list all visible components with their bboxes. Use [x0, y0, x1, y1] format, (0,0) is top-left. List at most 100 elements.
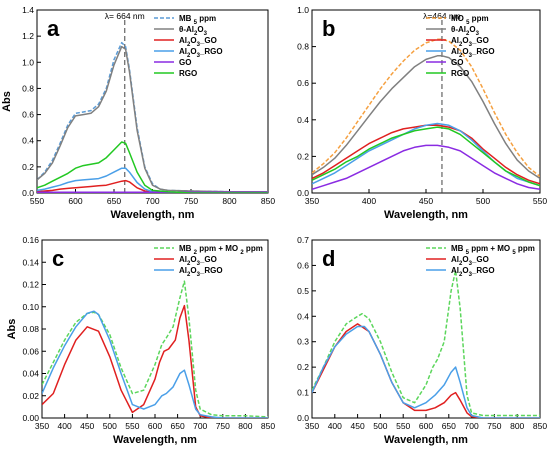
legend-label: GO [451, 58, 463, 67]
y-tick-label: 0.12 [22, 280, 39, 290]
x-tick-label: 850 [261, 421, 275, 431]
panel-letter: a [47, 16, 60, 41]
x-tick-label: 450 [351, 421, 365, 431]
x-tick-label: 350 [35, 421, 49, 431]
x-tick-label: 850 [261, 196, 275, 206]
x-tick-label: 800 [238, 421, 252, 431]
legend-label: Al2O3_RGO [451, 47, 495, 59]
x-tick-label: 400 [362, 196, 376, 206]
x-tick-label: 700 [193, 421, 207, 431]
plot-frame [311, 239, 541, 419]
legend-label: Al2O3_GO [179, 255, 217, 267]
x-axis-label: Wavelength, nm [113, 434, 197, 446]
x-tick-label: 450 [419, 196, 433, 206]
x-axis-label: Wavelength, nm [384, 434, 468, 446]
plot-frame [41, 239, 269, 419]
wavelength-annotation: λ= 664 nm [105, 11, 145, 21]
x-axis-label: Wavelength, nm [384, 209, 468, 221]
y-tick-label: 0.8 [297, 42, 309, 52]
y-tick-label: 1.0 [297, 5, 309, 15]
series-line-0 [312, 269, 540, 417]
legend-label: Al2O3_GO [451, 255, 489, 267]
y-tick-label: 0.0 [22, 188, 34, 198]
series-line-5 [312, 126, 540, 187]
series-line-0 [312, 38, 540, 178]
chart-panel-a: 550 600 650 700 750 800 850 0.0 0.2 0.4 0.6 0.8 1.0 1… [1, 5, 275, 221]
legend-label: RGO [179, 69, 197, 78]
y-tick-label: 1.2 [22, 31, 34, 41]
x-tick-label: 700 [145, 196, 159, 206]
x-tick-label: 550 [396, 421, 410, 431]
series-line-2 [42, 310, 268, 418]
series-line-2 [312, 325, 540, 418]
x-tick-label: 750 [487, 421, 501, 431]
y-tick-label: 0.7 [297, 235, 309, 245]
x-tick-label: 550 [533, 196, 547, 206]
legend-label: Al2O3_RGO [179, 47, 223, 59]
y-tick-label: 0.5 [297, 286, 309, 296]
y-tick-label: 0.6 [297, 78, 309, 88]
series-line-5 [37, 141, 268, 193]
y-tick-label: 0.4 [22, 136, 34, 146]
y-tick-label: 0.10 [22, 302, 39, 312]
x-tick-label: 400 [328, 421, 342, 431]
panel-letter: b [322, 16, 335, 41]
x-tick-label: 700 [465, 421, 479, 431]
y-tick-label: 0.0 [297, 413, 309, 423]
legend-label: MB 5 ppm + MO 5 ppm [451, 244, 535, 256]
chart-panel-d: 350 400 450 500 550 600 650 700 750 800 850 0.0 0.1 0… [297, 235, 547, 446]
x-tick-label: 500 [103, 421, 117, 431]
y-tick-label: 0.08 [22, 324, 39, 334]
legend-label: RGO [451, 69, 469, 78]
y-tick-label: 0.3 [297, 337, 309, 347]
x-tick-label: 750 [184, 196, 198, 206]
legend-label: MB 2 ppm + MO 2 ppm [179, 244, 263, 256]
y-tick-label: 0.2 [297, 151, 309, 161]
x-tick-label: 600 [148, 421, 162, 431]
x-tick-label: 650 [107, 196, 121, 206]
x-tick-label: 750 [216, 421, 230, 431]
y-axis-label: Abs [6, 319, 18, 340]
y-tick-label: 0.00 [22, 413, 39, 423]
x-axis-label: Wavelength, nm [111, 209, 195, 221]
x-tick-label: 350 [305, 421, 319, 431]
legend-label: MO 5 ppm [451, 14, 489, 26]
series-line-0 [37, 41, 268, 193]
x-tick-label: 550 [125, 421, 139, 431]
x-tick-label: 400 [58, 421, 72, 431]
y-tick-label: 0.04 [22, 369, 39, 379]
x-tick-label: 450 [80, 421, 94, 431]
x-tick-label: 800 [222, 196, 236, 206]
series-line-0 [42, 280, 268, 418]
x-tick-label: 650 [171, 421, 185, 431]
plot-frame [36, 9, 269, 194]
y-tick-label: 0.2 [22, 162, 34, 172]
x-tick-label: 500 [476, 196, 490, 206]
y-tick-label: 0.1 [297, 388, 309, 398]
x-tick-label: 650 [442, 421, 456, 431]
series-line-1 [37, 45, 268, 193]
legend-label: Al2O3_RGO [179, 266, 223, 278]
y-tick-label: 0.8 [22, 83, 34, 93]
panel-letter: c [52, 246, 64, 271]
chart-panel-c: 350 400 450 500 550 600 650 700 750 800 850 0.00 0.0… [6, 235, 275, 446]
legend-label: Al2O3_GO [179, 36, 217, 48]
x-tick-label: 600 [419, 421, 433, 431]
series-line-1 [312, 55, 540, 180]
series-line-1 [312, 323, 540, 418]
y-tick-label: 0.0 [297, 188, 309, 198]
series-line-4 [312, 144, 540, 191]
series-line-1 [42, 304, 268, 418]
y-tick-label: 0.2 [297, 362, 309, 372]
chart-panel-b: 350 400 450 500 550 0.0 0.2 0.4 0.6 0.8 1.0 Wavelen… [297, 5, 547, 221]
legend-label: Al2O3_GO [451, 36, 489, 48]
y-tick-label: 1.0 [22, 57, 34, 67]
y-axis-label: Abs [1, 91, 13, 112]
legend-label: θ-Al2O3 [179, 25, 208, 37]
y-tick-label: 0.02 [22, 391, 39, 401]
x-tick-label: 850 [533, 421, 547, 431]
y-tick-label: 0.16 [22, 235, 39, 245]
x-tick-label: 350 [305, 196, 319, 206]
panel-letter: d [322, 246, 335, 271]
